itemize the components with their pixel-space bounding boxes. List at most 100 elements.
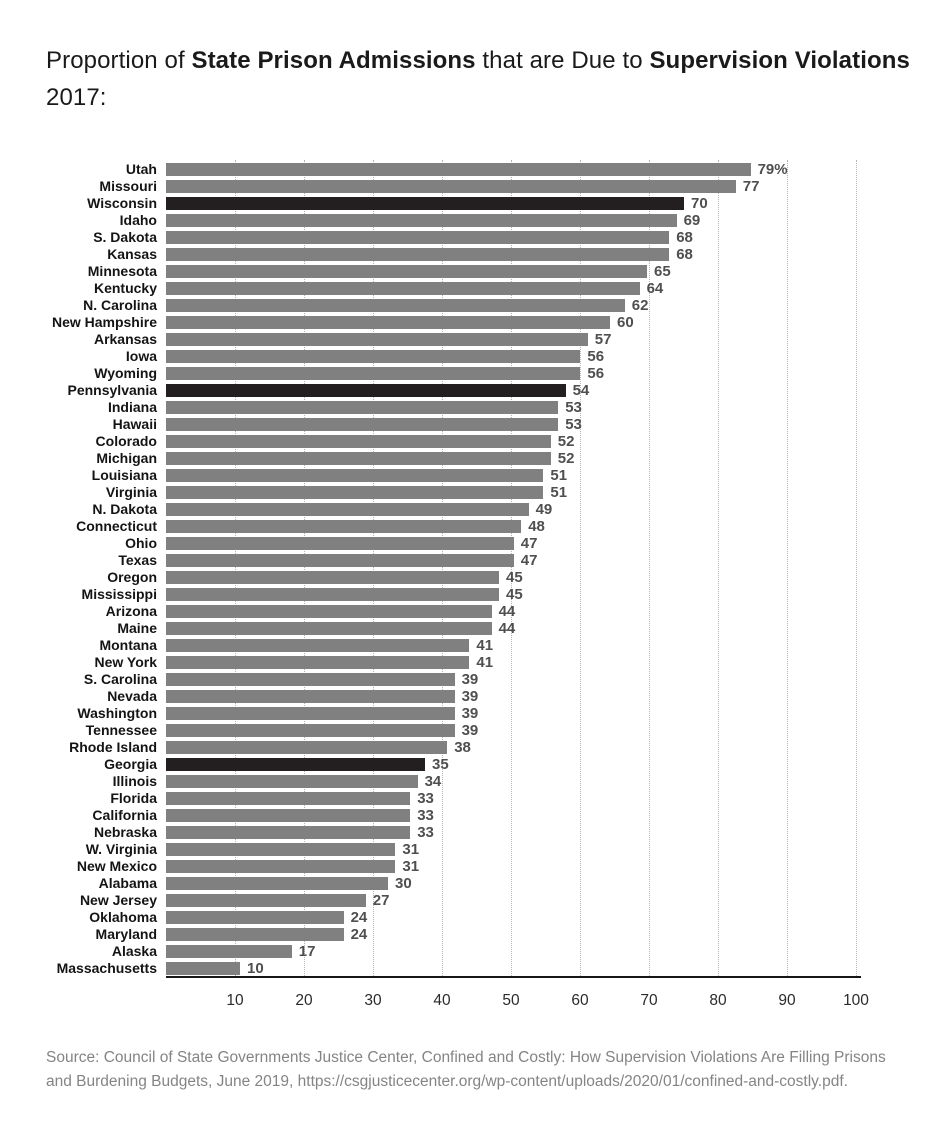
chart-row-kentucky: Kentucky 64 [0, 280, 946, 297]
bar [166, 707, 455, 720]
value-label: 53 [565, 399, 582, 416]
title-segment: Proportion of [46, 47, 192, 74]
value-label: 52 [557, 450, 575, 467]
value-label: 51 [550, 484, 568, 501]
value-label: 41 [476, 654, 494, 671]
bar [166, 401, 559, 414]
chart-row-ohio: Ohio 47 [0, 535, 946, 552]
bar [166, 571, 499, 584]
chart-row-missouri: Missouri 77 [0, 178, 946, 195]
state-label: Texas [118, 552, 157, 568]
value-label: 39 [461, 705, 479, 722]
gridline-40 [442, 160, 443, 976]
state-label: Ohio [125, 535, 157, 551]
value-label: 10 [247, 960, 264, 977]
title-segment: that are Due to [475, 47, 650, 74]
value-label: 52 [557, 433, 575, 450]
state-label: Alabama [98, 875, 157, 891]
bar [166, 418, 559, 431]
bar [166, 299, 625, 312]
state-label: Washington [77, 705, 157, 721]
state-label: Kansas [107, 246, 157, 262]
value-label: 65 [654, 263, 671, 280]
state-label: Nebraska [93, 824, 157, 840]
value-label: 24 [350, 909, 368, 926]
bar [166, 775, 418, 788]
bar [166, 469, 544, 482]
value-label: 24 [350, 926, 368, 943]
chart-row-oklahoma: Oklahoma 24 [0, 909, 946, 926]
state-label: Rhode Island [69, 739, 157, 755]
chart-row-nevada: Nevada 39 [0, 688, 946, 705]
x-tick-label-20: 20 [295, 992, 313, 1009]
bar [166, 826, 411, 839]
chart-row-maine: Maine 44 [0, 620, 946, 637]
chart-row-massachusetts: Massachusetts 10 [0, 960, 946, 977]
gridline-90 [787, 160, 788, 976]
chart-row-arizona: Arizona 44 [0, 603, 946, 620]
value-label: 47 [520, 535, 538, 552]
bar [166, 435, 551, 448]
x-tick-label-90: 90 [778, 992, 796, 1009]
gridline-70 [649, 160, 650, 976]
value-label: 45 [506, 586, 523, 603]
gridline-50 [511, 160, 512, 976]
chart-row-new-jersey: New Jersey 27 [0, 892, 946, 909]
chart-row-n-dakota: N. Dakota 49 [0, 501, 946, 518]
bar [166, 928, 344, 941]
bar [166, 214, 677, 227]
title-segment: 2017: [46, 84, 107, 111]
title-bold-segment: Supervision Violations [649, 47, 910, 74]
bar [166, 554, 514, 567]
value-label: 31 [402, 858, 420, 875]
bar-highlighted [166, 758, 425, 771]
chart-row-new-hampshire: New Hampshire 60 [0, 314, 946, 331]
state-label: Montana [99, 637, 157, 653]
value-label: 68 [676, 229, 693, 246]
value-label: 34 [424, 773, 442, 790]
value-label: 53 [565, 416, 582, 433]
state-label: Louisiana [91, 467, 157, 483]
chart-row-arkansas: Arkansas 57 [0, 331, 946, 348]
gridline-10 [235, 160, 236, 976]
value-label: 33 [417, 790, 434, 807]
state-label: Hawaii [112, 416, 157, 432]
bar [166, 894, 366, 907]
state-label: Indiana [107, 399, 157, 415]
state-label: N. Dakota [92, 501, 157, 517]
state-label: New Mexico [76, 858, 157, 874]
chart-row-tennessee: Tennessee 39 [0, 722, 946, 739]
state-label: Mississippi [81, 586, 157, 602]
bar [166, 452, 551, 465]
value-label: 35 [432, 756, 449, 773]
value-label: 39 [461, 688, 479, 705]
chart-row-idaho: Idaho 69 [0, 212, 946, 229]
chart-row-s-dakota: S. Dakota 68 [0, 229, 946, 246]
bar [166, 503, 529, 516]
value-label: 62 [631, 297, 649, 314]
x-tick-label-60: 60 [571, 992, 589, 1009]
bar [166, 180, 736, 193]
source-citation: Source: Council of State Governments Jus… [46, 1049, 886, 1090]
chart-row-utah: Utah 79% [0, 161, 946, 178]
bar [166, 622, 492, 635]
value-label: 79% [757, 161, 788, 178]
chart-row-hawaii: Hawaii 53 [0, 416, 946, 433]
state-label: Connecticut [76, 518, 157, 534]
bar [166, 333, 588, 346]
state-label: Wisconsin [87, 195, 157, 211]
bar [166, 792, 411, 805]
state-label: New Hampshire [51, 314, 157, 330]
state-label: Maryland [95, 926, 157, 942]
chart-row-mississippi: Mississippi 45 [0, 586, 946, 603]
value-label: 56 [587, 365, 605, 382]
bar [166, 911, 344, 924]
bar-highlighted [166, 384, 566, 397]
x-axis-line [166, 976, 861, 978]
gridline-60 [580, 160, 581, 976]
state-label: Arizona [105, 603, 157, 619]
state-label: Georgia [104, 756, 157, 772]
value-label: 47 [520, 552, 538, 569]
state-label: Oregon [107, 569, 157, 585]
state-label: New Jersey [79, 892, 157, 908]
